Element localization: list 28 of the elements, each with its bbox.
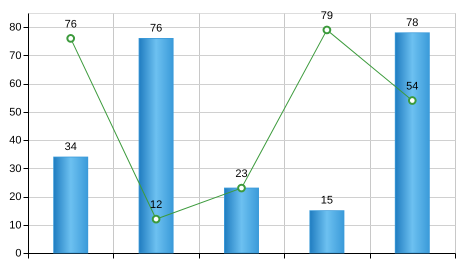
data-label: 54 [406, 80, 418, 93]
bar [309, 210, 344, 254]
bar [138, 38, 174, 254]
y-tick-label: 70 [9, 50, 22, 62]
bar [394, 32, 430, 254]
data-label: 15 [320, 194, 334, 207]
point [408, 96, 417, 105]
y-tick-label: 40 [9, 134, 22, 147]
data-label: 78 [406, 16, 418, 29]
y-tick-label: 20 [9, 191, 22, 204]
point [152, 214, 160, 224]
data-label: 34 [64, 141, 77, 153]
bar [224, 188, 259, 254]
y-tick-label: 60 [9, 78, 22, 90]
y-tick-label: 10 [9, 219, 22, 232]
point [322, 26, 332, 34]
y-tick-label: 30 [9, 162, 22, 175]
data-label: 76 [150, 22, 162, 34]
y-tick-label: 0 [15, 248, 22, 260]
data-label: 76 [64, 18, 77, 30]
y-tick-label: 80 [9, 22, 22, 34]
point [237, 184, 246, 192]
data-label: 79 [320, 10, 334, 22]
bar [53, 156, 88, 254]
y-tick-label: 50 [9, 106, 22, 118]
data-label: 12 [150, 199, 162, 212]
data-label: 23 [235, 168, 248, 180]
point [66, 34, 76, 43]
